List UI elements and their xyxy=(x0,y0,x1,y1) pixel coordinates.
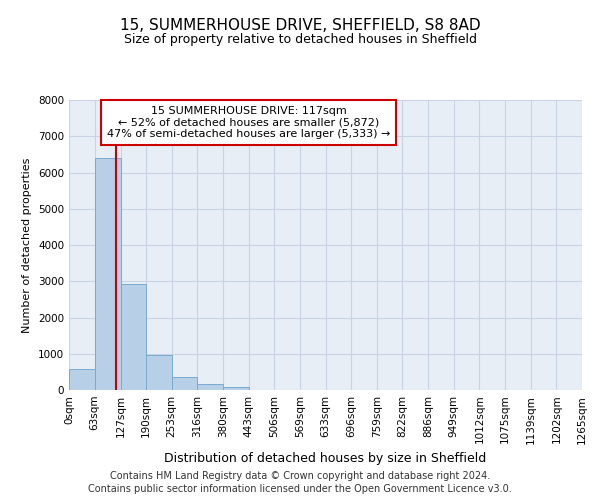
X-axis label: Distribution of detached houses by size in Sheffield: Distribution of detached houses by size … xyxy=(164,452,487,465)
Bar xyxy=(69,369,95,390)
Bar xyxy=(172,376,197,390)
Bar xyxy=(223,388,248,390)
Y-axis label: Number of detached properties: Number of detached properties xyxy=(22,158,32,332)
Bar xyxy=(95,158,121,390)
Text: Contains public sector information licensed under the Open Government Licence v3: Contains public sector information licen… xyxy=(88,484,512,494)
Bar xyxy=(146,355,172,390)
Bar xyxy=(121,284,146,390)
Bar xyxy=(197,384,223,390)
Text: 15, SUMMERHOUSE DRIVE, SHEFFIELD, S8 8AD: 15, SUMMERHOUSE DRIVE, SHEFFIELD, S8 8AD xyxy=(119,18,481,32)
Text: 15 SUMMERHOUSE DRIVE: 117sqm
← 52% of detached houses are smaller (5,872)
47% of: 15 SUMMERHOUSE DRIVE: 117sqm ← 52% of de… xyxy=(107,106,390,139)
Text: Size of property relative to detached houses in Sheffield: Size of property relative to detached ho… xyxy=(124,32,476,46)
Text: Contains HM Land Registry data © Crown copyright and database right 2024.: Contains HM Land Registry data © Crown c… xyxy=(110,471,490,481)
